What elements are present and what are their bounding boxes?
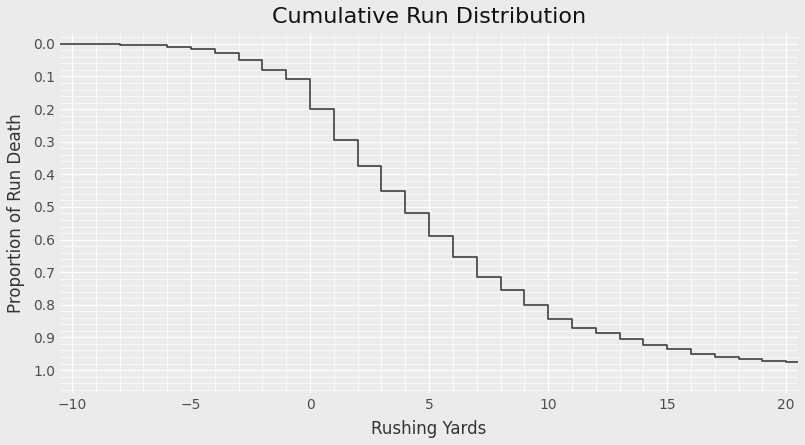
Title: Cumulative Run Distribution: Cumulative Run Distribution xyxy=(272,7,586,27)
Y-axis label: Proportion of Run Death: Proportion of Run Death xyxy=(7,113,25,313)
X-axis label: Rushing Yards: Rushing Yards xyxy=(371,420,487,438)
